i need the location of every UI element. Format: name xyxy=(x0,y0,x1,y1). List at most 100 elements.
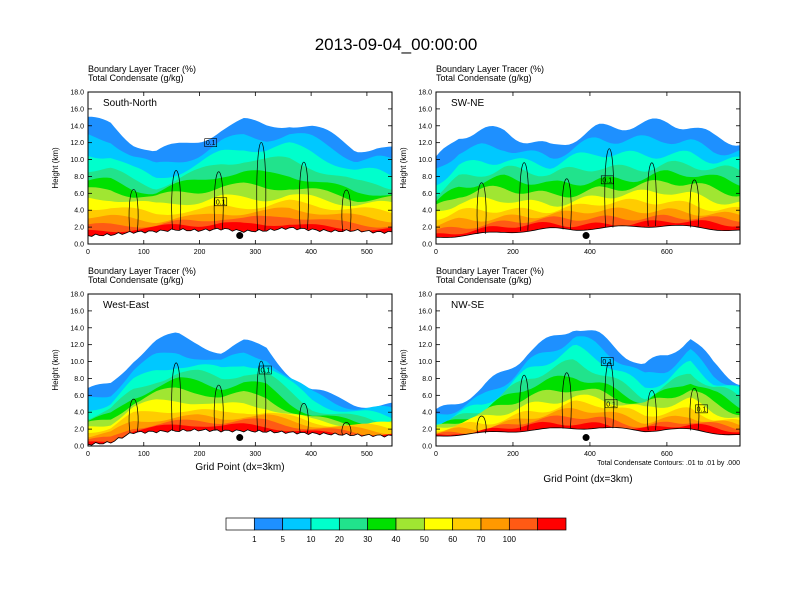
colorbar-label: 40 xyxy=(392,535,401,544)
condensate-contour xyxy=(689,179,700,228)
x-tick-label: 300 xyxy=(249,451,261,458)
y-tick-label: 0.0 xyxy=(422,242,432,249)
colorbar-label: 1 xyxy=(252,535,257,544)
tracer-field: 0.1 xyxy=(436,92,740,244)
y-tick-label: 4.0 xyxy=(422,410,432,417)
y-tick-label: 18.0 xyxy=(70,292,84,299)
colorbar-label: 50 xyxy=(420,535,429,544)
y-axis-label: Height (km) xyxy=(51,349,60,391)
x-tick-label: 600 xyxy=(661,249,673,256)
contour-label: 0.1 xyxy=(602,359,612,366)
panel-subtitle: Boundary Layer Tracer (%) xyxy=(436,266,544,276)
panel-subtitle: Total Condensate (g/kg) xyxy=(88,275,184,285)
colorbar-label: 5 xyxy=(280,535,285,544)
y-tick-label: 14.0 xyxy=(70,325,84,332)
x-tick-label: 600 xyxy=(661,451,673,458)
panel-subtitle: Boundary Layer Tracer (%) xyxy=(88,266,196,276)
x-tick-label: 400 xyxy=(305,451,317,458)
y-tick-label: 14.0 xyxy=(418,123,432,130)
location-marker xyxy=(582,434,590,442)
condensate-contour xyxy=(646,390,657,431)
panel-west-east: Boundary Layer Tracer (%)Total Condensat… xyxy=(51,266,393,473)
y-tick-label: 18.0 xyxy=(70,90,84,97)
x-tick-label: 0 xyxy=(86,249,90,256)
x-tick-label: 200 xyxy=(194,249,206,256)
condensate-contour xyxy=(476,182,487,234)
colorbar-box xyxy=(310,517,340,531)
x-tick-label: 200 xyxy=(194,451,206,458)
condensate-contour xyxy=(519,374,530,431)
x-tick-label: 400 xyxy=(584,249,596,256)
x-tick-label: 300 xyxy=(249,249,261,256)
condensate-contour xyxy=(171,362,182,431)
contour-label: 0.1 xyxy=(216,199,226,206)
condensate-contour xyxy=(476,415,487,434)
condensate-contour xyxy=(128,398,139,433)
y-tick-label: 6.0 xyxy=(422,191,432,198)
contour-label: 0.1 xyxy=(602,177,612,184)
x-tick-label: 200 xyxy=(507,451,519,458)
y-tick-label: 6.0 xyxy=(422,393,432,400)
y-tick-label: 0.0 xyxy=(74,242,84,249)
panel-label: South-North xyxy=(103,98,157,109)
condensate-contour xyxy=(341,189,352,231)
colorbar-box xyxy=(225,517,255,531)
location-marker xyxy=(236,434,244,442)
y-tick-label: 0.0 xyxy=(422,444,432,451)
y-tick-label: 12.0 xyxy=(418,140,432,147)
panel-south-north: Boundary Layer Tracer (%)Total Condensat… xyxy=(51,64,393,256)
y-tick-label: 10.0 xyxy=(70,157,84,164)
y-tick-label: 2.0 xyxy=(74,225,84,232)
colorbar-box xyxy=(508,517,539,531)
y-tick-label: 10.0 xyxy=(418,157,432,164)
y-axis-label: Height (km) xyxy=(51,147,60,189)
contour-label-box xyxy=(695,404,708,414)
y-tick-label: 16.0 xyxy=(70,106,84,113)
panels: Boundary Layer Tracer (%)Total Condensat… xyxy=(51,64,741,485)
location-marker xyxy=(582,232,590,240)
tracer-field: 0.1 xyxy=(88,294,392,446)
y-tick-label: 12.0 xyxy=(70,140,84,147)
condensate-contour xyxy=(341,421,352,435)
panel-frame xyxy=(87,91,393,245)
x-tick-label: 0 xyxy=(434,249,438,256)
condensate-contour xyxy=(646,162,657,226)
colorbar-box xyxy=(338,517,369,531)
contour-label-box xyxy=(259,365,272,375)
colorbar-label: 70 xyxy=(477,535,486,544)
condensate-contour xyxy=(298,403,309,434)
tracer-field: 0.1 0.1 0.1 xyxy=(436,294,740,446)
y-tick-label: 16.0 xyxy=(418,106,432,113)
panel-subtitle: Boundary Layer Tracer (%) xyxy=(88,64,196,74)
condensate-contour xyxy=(519,162,530,231)
colorbar-box xyxy=(282,517,312,531)
colorbar-box xyxy=(253,517,284,531)
condensate-contour xyxy=(298,161,309,230)
y-tick-label: 14.0 xyxy=(418,325,432,332)
panel-subtitle: Boundary Layer Tracer (%) xyxy=(436,64,544,74)
y-tick-label: 2.0 xyxy=(422,427,432,434)
x-tick-label: 400 xyxy=(305,249,317,256)
condensate-contour xyxy=(689,387,700,431)
y-tick-label: 4.0 xyxy=(74,208,84,215)
y-tick-label: 4.0 xyxy=(74,410,84,417)
x-axis-label: Grid Point (dx=3km) xyxy=(195,462,284,473)
x-tick-label: 500 xyxy=(361,451,373,458)
colorbar-box xyxy=(537,517,567,531)
colorbar: 1 5 10 20 30 40 50 60 70 100 xyxy=(225,517,567,544)
panel-subtitle: Total Condensate (g/kg) xyxy=(88,73,184,83)
panel-subtitle: Total Condensate (g/kg) xyxy=(436,73,532,83)
condensate-contour xyxy=(171,170,182,230)
panel-frame xyxy=(87,293,393,447)
main-title: 2013-09-04_00:00:00 xyxy=(315,35,478,54)
colorbar-box xyxy=(367,517,397,531)
y-tick-label: 10.0 xyxy=(418,359,432,366)
y-tick-label: 6.0 xyxy=(74,191,84,198)
contour-label: 0.1 xyxy=(606,401,616,408)
condensate-contour xyxy=(256,142,267,231)
y-tick-label: 2.0 xyxy=(422,225,432,232)
panel-label: SW-NE xyxy=(451,98,484,109)
contour-label-box xyxy=(600,175,614,185)
condensate-contour xyxy=(213,171,224,230)
contour-label-box xyxy=(604,399,618,409)
